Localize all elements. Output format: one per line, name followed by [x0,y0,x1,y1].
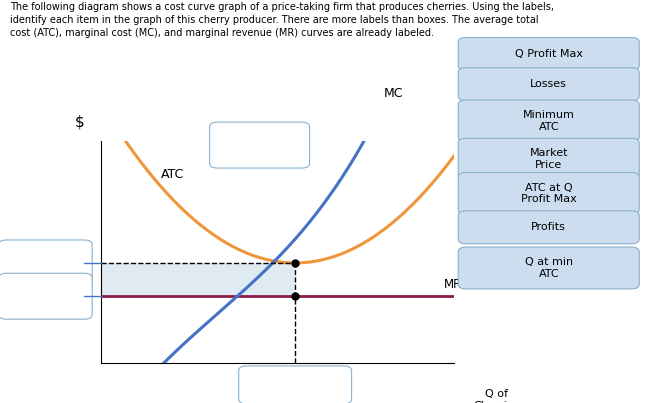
Text: The following diagram shows a cost curve graph of a price-taking firm that produ: The following diagram shows a cost curve… [10,2,554,38]
Text: Market
Price: Market Price [530,148,568,170]
Text: Losses: Losses [530,79,567,89]
Text: Q at min
ATC: Q at min ATC [524,257,573,279]
Text: MR: MR [444,278,462,291]
Text: Minimum
ATC: Minimum ATC [523,110,574,132]
Text: MC: MC [384,87,403,100]
Text: ATC: ATC [161,168,184,181]
Bar [101,263,295,296]
Text: $: $ [75,115,84,130]
Text: Q Profit Max: Q Profit Max [515,49,583,59]
Text: Profits: Profits [532,222,566,232]
Text: Q of
Cherries: Q of Cherries [474,389,520,403]
Text: ATC at Q
Profit Max: ATC at Q Profit Max [521,183,576,204]
